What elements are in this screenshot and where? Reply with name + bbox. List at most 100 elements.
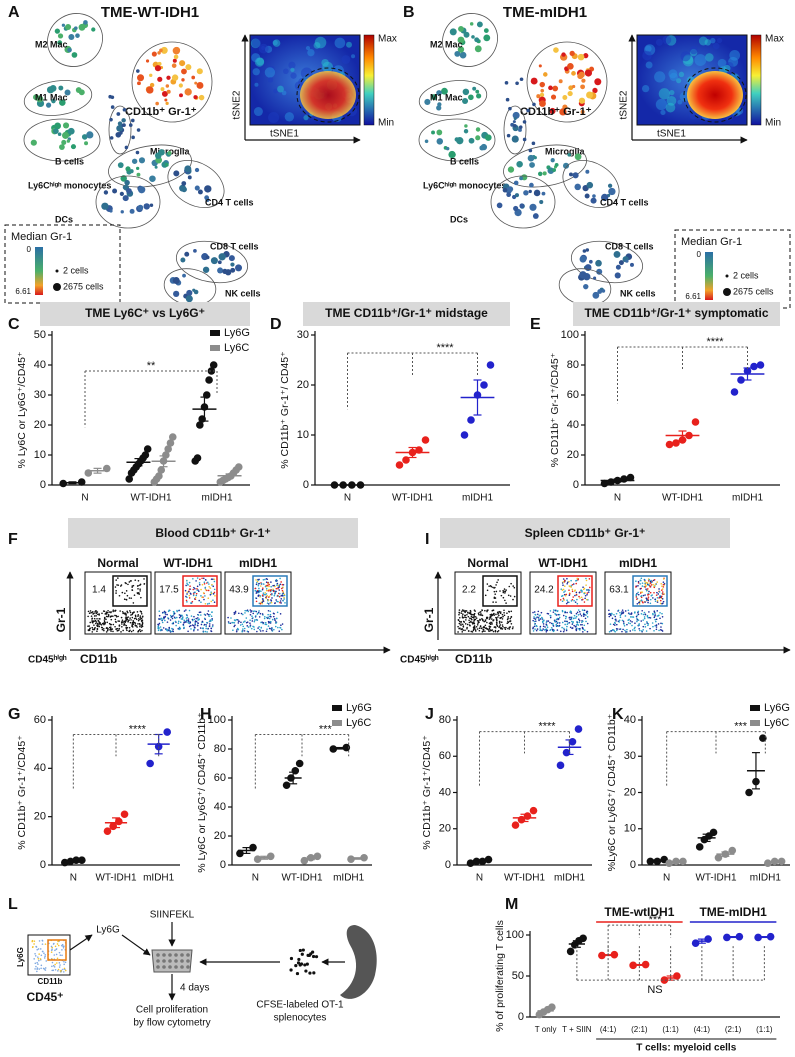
cell-dot [173,290,180,298]
flow-event [657,593,660,595]
flow-event [658,629,660,632]
flow-event [494,626,497,629]
flow-gate [112,575,148,607]
cell-dot [480,143,488,151]
flow-event [262,629,264,632]
flow-event [233,625,235,628]
flow-event [128,597,131,599]
flow-event [194,598,197,601]
flow-event [108,626,111,629]
flow-event [571,598,574,601]
flow-event [496,625,499,628]
flow-event [269,610,272,613]
cell-dot [36,95,44,103]
flow-event [266,628,268,630]
flow-event [576,598,578,601]
flow-event [467,630,470,632]
flow-event [512,626,514,628]
flow-event [483,620,486,623]
flow-event [468,624,471,626]
flow-event [462,625,465,627]
flow-event [641,591,644,593]
flow-event [499,624,502,626]
flow-event [188,581,191,584]
flow-event [495,590,498,593]
cell-dot [567,90,573,97]
x-tick-label: mIDH1 [732,493,764,504]
flow-event [500,594,503,597]
flow-event [192,593,195,595]
flow-event [457,631,459,633]
cell-dot [549,107,556,115]
flow-event [173,611,175,613]
flow-event [631,616,633,618]
cluster-label: M2 Mac [430,39,463,49]
flow-event [157,624,160,626]
flow-event [62,971,65,973]
cell-dot [230,267,236,273]
splenocyte [306,953,310,957]
flow-event [265,589,268,592]
flow-event [264,621,267,624]
tsne-hot [300,71,356,119]
x-axis-label: T cells: myeloid cells [636,1043,736,1054]
flow-event [468,619,470,622]
flow-event [121,625,123,628]
flow-event [115,589,117,592]
flow-event [91,631,94,633]
flow-event [261,594,264,596]
flow-event [507,627,509,630]
cell-dot [64,132,68,136]
cell-dot [205,197,210,202]
flow-event [574,601,577,603]
flow-event [649,627,651,630]
flow-event [249,622,251,624]
flow-event [182,627,185,629]
colorbar-max: Max [378,34,397,45]
flow-event [275,578,278,581]
flow-event [581,627,584,629]
cell-dot [548,167,552,172]
flow-event [267,590,270,592]
data-point [691,418,700,426]
flow-event [115,628,117,630]
flow-event [196,624,199,627]
flow-event [503,614,506,617]
cell-dot [436,105,442,111]
flow-event [87,615,89,618]
flow-event [469,617,471,619]
flow-event [121,610,124,613]
flow-event [504,599,506,602]
flow-event [212,624,214,626]
x-tick-label: (2:1) [631,1025,648,1034]
flow-event [563,585,566,587]
flow-event [200,623,203,626]
flow-event [572,596,575,598]
flow-event [125,615,127,617]
y-tick-label: 60 [34,714,46,726]
flow-event [262,587,264,589]
legend-swatch [332,705,342,711]
cell-dot [513,205,519,212]
flow-event [482,626,485,629]
flow-event [507,620,509,623]
flow-event [124,620,126,623]
flow-event [473,618,476,621]
cell-dot [166,75,171,80]
flow-event [53,966,56,968]
gate-text: Ly6G [96,925,120,936]
cell-dot [505,97,510,102]
flow-event [489,623,492,626]
flow-event [655,594,658,596]
flow-event [656,581,659,583]
flow-event [561,594,564,597]
cell-dot [122,107,127,112]
flow-event [640,612,643,615]
flow-event [117,615,119,618]
flow-event [484,624,487,627]
flow-event [157,627,159,630]
flow-event [141,622,144,625]
flow-event [110,611,112,613]
flow-event [265,623,268,626]
flow-event [663,593,665,595]
